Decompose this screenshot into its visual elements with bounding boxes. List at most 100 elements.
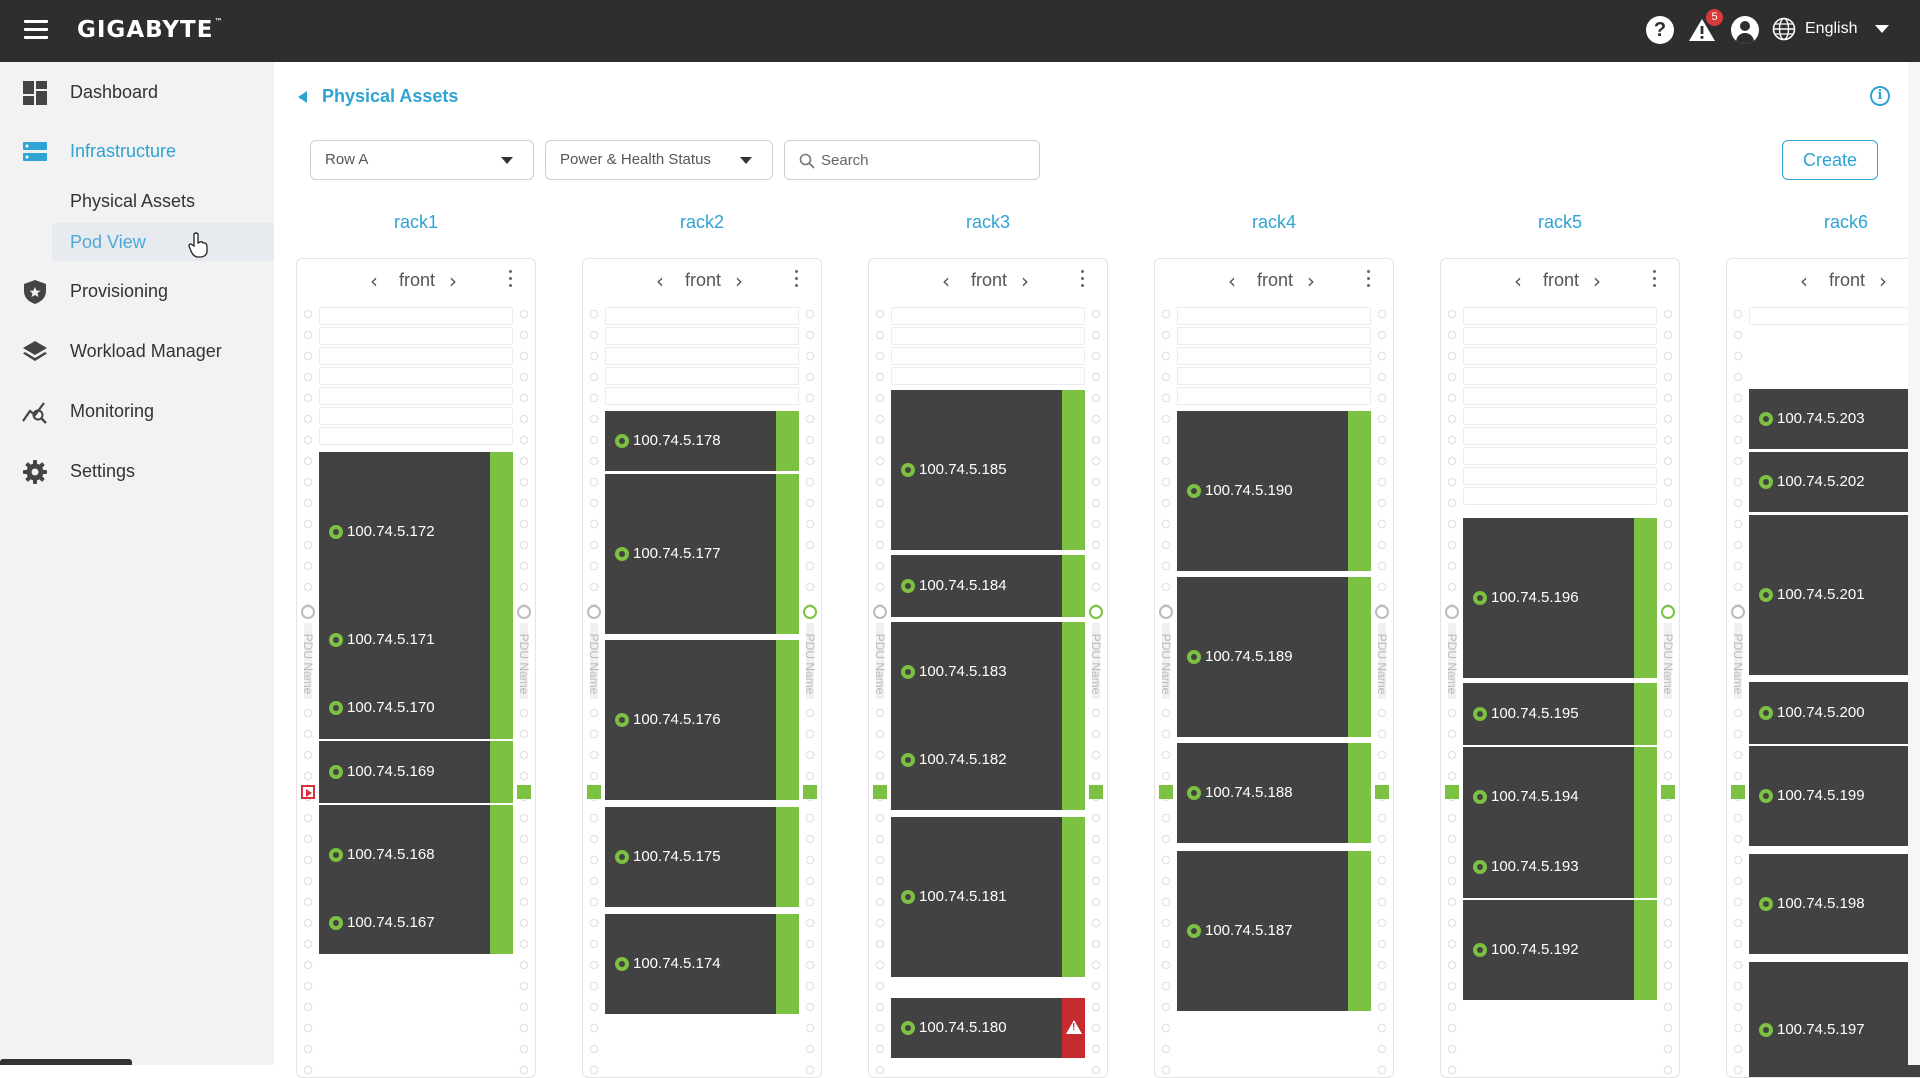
server-node[interactable]: 100.74.5.196 <box>1463 518 1657 678</box>
server-node[interactable]: 100.74.5.189 <box>1177 577 1371 737</box>
pdu-left[interactable]: PDU Name <box>1158 605 1174 705</box>
sidebar-item-settings[interactable]: Settings <box>0 451 274 491</box>
chevron-right-icon[interactable]: › <box>1593 269 1601 293</box>
chevron-right-icon[interactable]: › <box>735 269 743 293</box>
empty-slot[interactable] <box>605 327 799 345</box>
menu-icon[interactable] <box>24 20 48 40</box>
empty-slot[interactable] <box>891 367 1085 385</box>
create-button[interactable]: Create <box>1782 140 1878 180</box>
empty-slot[interactable] <box>1463 467 1657 485</box>
server-node[interactable]: 100.74.5.184 <box>891 555 1085 617</box>
empty-slot[interactable] <box>1177 347 1371 365</box>
pdu-port-right[interactable] <box>1375 785 1389 799</box>
server-node[interactable]: 100.74.5.197 <box>1749 962 1920 1077</box>
server-node[interactable]: 100.74.5.192 <box>1463 900 1657 1000</box>
empty-slot[interactable] <box>1463 347 1657 365</box>
pdu-left[interactable]: PDU Name <box>1730 605 1746 705</box>
more-options-icon[interactable] <box>1081 270 1085 288</box>
help-icon[interactable]: ? <box>1646 16 1674 44</box>
chevron-right-icon[interactable]: › <box>1879 269 1887 293</box>
more-options-icon[interactable] <box>509 270 513 288</box>
empty-slot[interactable] <box>319 367 513 385</box>
sidebar-item-dashboard[interactable]: Dashboard <box>0 72 274 112</box>
pdu-left[interactable]: PDU Name <box>300 605 316 705</box>
chevron-left-icon[interactable]: ‹ <box>656 269 664 293</box>
sidebar-subitem-pod-view[interactable]: Pod View <box>52 223 274 261</box>
pdu-right[interactable]: PDU Name <box>1660 605 1676 705</box>
empty-slot[interactable] <box>1463 387 1657 405</box>
pdu-left[interactable]: PDU Name <box>872 605 888 705</box>
more-options-icon[interactable] <box>1367 270 1371 288</box>
server-node[interactable]: 100.74.5.181 <box>891 817 1085 977</box>
chevron-left-icon[interactable]: ‹ <box>1800 269 1808 293</box>
pdu-port-left[interactable] <box>301 785 315 799</box>
sidebar-item-infrastructure[interactable]: Infrastructure <box>0 131 274 171</box>
sidebar-subitem-physical-assets[interactable]: Physical Assets <box>70 191 196 211</box>
empty-slot[interactable] <box>319 387 513 405</box>
server-node[interactable]: 100.74.5.185 <box>891 390 1085 550</box>
server-node[interactable]: 100.74.5.176 <box>605 640 799 800</box>
pdu-port-left[interactable] <box>1445 785 1459 799</box>
empty-slot[interactable] <box>1463 407 1657 425</box>
rack-title[interactable]: rack2 <box>679 212 724 232</box>
server-node[interactable]: 100.74.5.198 <box>1749 854 1920 954</box>
rack-title[interactable]: rack4 <box>1251 212 1296 232</box>
empty-slot[interactable] <box>1463 487 1657 505</box>
empty-slot[interactable] <box>1463 367 1657 385</box>
empty-slot[interactable] <box>1177 367 1371 385</box>
server-node[interactable]: 100.74.5.168 <box>319 805 513 905</box>
server-node[interactable]: 100.74.5.193 <box>1463 836 1657 898</box>
server-node[interactable]: 100.74.5.178 <box>605 411 799 471</box>
pdu-port-left[interactable] <box>873 785 887 799</box>
empty-slot[interactable] <box>1177 327 1371 345</box>
pdu-right[interactable]: PDU Name <box>516 605 532 705</box>
pdu-port-right[interactable] <box>1661 785 1675 799</box>
empty-slot[interactable] <box>1749 307 1920 325</box>
chevron-right-icon[interactable]: › <box>1021 269 1029 293</box>
server-node[interactable]: 100.74.5.170 <box>319 677 513 739</box>
server-node[interactable]: 100.74.5.187 <box>1177 851 1371 1011</box>
server-node[interactable]: 100.74.5.195 <box>1463 683 1657 745</box>
alert-icon[interactable]: 5 <box>1688 9 1723 46</box>
empty-slot[interactable] <box>605 307 799 325</box>
empty-slot[interactable] <box>605 347 799 365</box>
server-node[interactable]: 100.74.5.171 <box>319 590 513 690</box>
chevron-left-icon[interactable]: ‹ <box>1514 269 1522 293</box>
server-node[interactable]: 100.74.5.194 <box>1463 747 1657 847</box>
server-node[interactable]: 100.74.5.172 <box>319 452 513 612</box>
empty-slot[interactable] <box>891 307 1085 325</box>
empty-slot[interactable] <box>605 387 799 405</box>
rack-title[interactable]: rack6 <box>1823 212 1868 232</box>
status-select[interactable]: Power & Health Status <box>545 140 773 180</box>
empty-slot[interactable] <box>319 347 513 365</box>
rack-title[interactable]: rack1 <box>393 212 438 232</box>
sidebar-item-monitoring[interactable]: Monitoring <box>0 391 274 431</box>
pdu-left[interactable]: PDU Name <box>1444 605 1460 705</box>
search-input[interactable] <box>821 149 1031 171</box>
pdu-right[interactable]: PDU Name <box>1088 605 1104 705</box>
server-node[interactable]: 100.74.5.182 <box>891 710 1085 810</box>
empty-slot[interactable] <box>1177 307 1371 325</box>
server-node[interactable]: 100.74.5.174 <box>605 914 799 1014</box>
sidebar-item-provisioning[interactable]: Provisioning <box>0 271 274 311</box>
chevron-right-icon[interactable]: › <box>449 269 457 293</box>
sidebar-item-workload-manager[interactable]: Workload Manager <box>0 331 274 371</box>
pdu-port-left[interactable] <box>587 785 601 799</box>
pdu-port-right[interactable] <box>803 785 817 799</box>
server-node[interactable]: 100.74.5.183 <box>891 622 1085 722</box>
pdu-left[interactable]: PDU Name <box>586 605 602 705</box>
server-node[interactable]: 100.74.5.177 <box>605 474 799 634</box>
user-icon[interactable] <box>1731 16 1759 44</box>
language-selector[interactable]: English <box>1772 17 1890 41</box>
empty-slot[interactable] <box>605 367 799 385</box>
server-node[interactable]: 100.74.5.199 <box>1749 746 1920 846</box>
page-scrollbar[interactable] <box>1908 62 1920 1065</box>
empty-slot[interactable] <box>1463 307 1657 325</box>
server-node[interactable]: 100.74.5.200 <box>1749 682 1920 744</box>
server-node[interactable]: 100.74.5.169 <box>319 741 513 803</box>
more-options-icon[interactable] <box>1653 270 1657 288</box>
pdu-port-right[interactable] <box>517 785 531 799</box>
empty-slot[interactable] <box>319 307 513 325</box>
pdu-port-left[interactable] <box>1731 785 1745 799</box>
breadcrumb[interactable]: Physical Assets <box>298 86 458 107</box>
